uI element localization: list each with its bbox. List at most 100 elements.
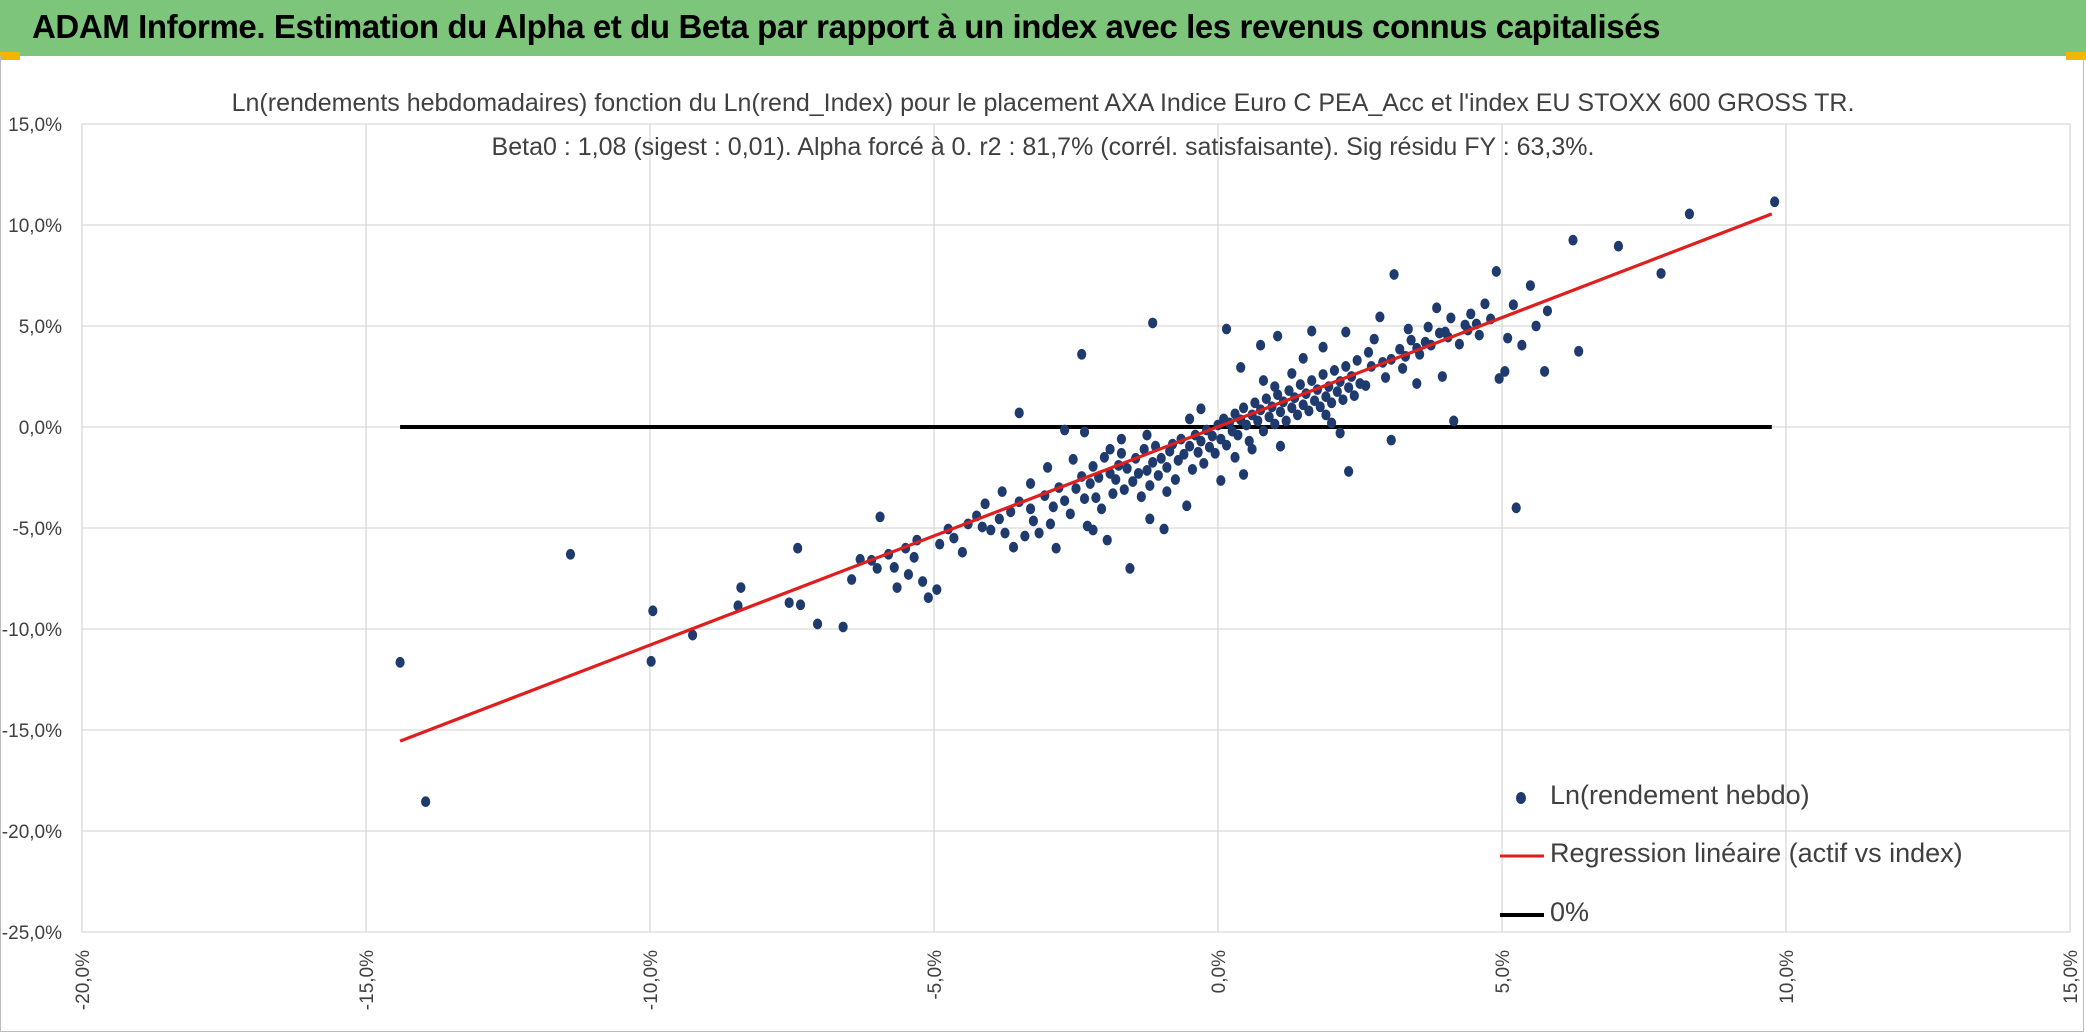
data-point xyxy=(1128,476,1138,487)
y-tick-label: -5,0% xyxy=(12,519,62,540)
y-axis-ticks: 15,0% 10,0% 5,0% 0,0% -5,0% -10,0% -15,0% -20,0… xyxy=(2,115,62,944)
x-axis-ticks: -20,0% -15,0% -10,0% -5,0% 0,0% 5,0% 10,0% 15,0… xyxy=(73,950,2082,1010)
data-point xyxy=(1361,380,1371,391)
data-point xyxy=(1380,372,1391,383)
data-point xyxy=(903,569,914,580)
data-point xyxy=(1540,366,1550,377)
data-point xyxy=(812,618,823,630)
data-point xyxy=(1244,435,1254,447)
y-tick-label: -15,0% xyxy=(2,721,62,742)
y-tick-label: 10,0% xyxy=(8,216,62,237)
data-point xyxy=(1369,333,1379,345)
data-point xyxy=(1179,448,1189,460)
data-point xyxy=(1338,394,1348,406)
y-tick-label: -10,0% xyxy=(2,620,62,641)
data-point xyxy=(1395,343,1405,355)
data-point xyxy=(872,563,882,574)
data-point xyxy=(957,546,968,558)
data-point xyxy=(736,582,746,593)
data-point xyxy=(1048,501,1058,513)
data-point xyxy=(1065,508,1075,520)
data-point xyxy=(1241,419,1251,431)
data-point xyxy=(1116,447,1127,459)
data-point xyxy=(875,511,885,523)
data-point xyxy=(1273,389,1283,401)
data-point xyxy=(1275,440,1286,452)
data-point xyxy=(847,574,857,585)
data-point xyxy=(1136,491,1146,503)
data-point xyxy=(1236,362,1246,373)
x-tick-label: -5,0% xyxy=(925,950,946,1000)
data-point xyxy=(1568,234,1578,246)
data-point xyxy=(1304,405,1314,417)
y-tick-label: 0,0% xyxy=(19,418,62,439)
x-tick-label: -10,0% xyxy=(641,950,662,1010)
data-point xyxy=(1034,527,1044,539)
data-point xyxy=(1051,542,1061,554)
data-point xyxy=(1193,446,1203,458)
data-point xyxy=(1216,475,1226,486)
data-point xyxy=(1199,457,1209,469)
chart-frame xyxy=(0,56,2084,1032)
chart-subtitle: Beta0 : 1,08 (sigest : 0,01). Alpha forc… xyxy=(491,133,1595,161)
data-point xyxy=(949,532,959,544)
data-point xyxy=(1437,371,1447,382)
data-point xyxy=(1250,397,1260,409)
data-point xyxy=(1684,208,1695,220)
data-point xyxy=(1079,426,1090,438)
data-point xyxy=(1531,320,1541,332)
data-point xyxy=(892,582,902,593)
data-point xyxy=(688,629,698,641)
data-point xyxy=(1511,502,1521,514)
x-tick-label: 0,0% xyxy=(1209,950,1230,993)
data-point xyxy=(980,498,990,510)
data-point xyxy=(1253,415,1263,427)
data-point xyxy=(1145,480,1155,491)
data-point xyxy=(1329,365,1340,376)
data-point xyxy=(1318,369,1328,380)
data-point xyxy=(1060,495,1070,507)
data-point xyxy=(1025,478,1036,489)
data-point xyxy=(1238,469,1249,480)
data-point xyxy=(1403,323,1413,335)
data-point xyxy=(1332,386,1342,398)
data-point xyxy=(1432,302,1442,314)
data-point xyxy=(1071,483,1081,495)
data-point xyxy=(1327,397,1337,409)
data-point xyxy=(977,521,987,533)
data-point xyxy=(1517,339,1527,351)
data-point xyxy=(1335,427,1345,439)
data-point xyxy=(1196,435,1206,447)
data-point xyxy=(1148,456,1158,468)
data-point xyxy=(1307,375,1317,386)
data-point xyxy=(1295,379,1305,390)
data-point xyxy=(1099,451,1109,463)
y-tick-label: -25,0% xyxy=(2,923,62,944)
data-point xyxy=(909,551,919,563)
data-point xyxy=(1159,523,1169,535)
data-point xyxy=(1375,311,1385,323)
data-point xyxy=(1085,478,1095,489)
data-point xyxy=(997,486,1007,498)
data-point xyxy=(1111,474,1121,485)
data-point xyxy=(1270,418,1280,430)
corner-marker-right xyxy=(2066,52,2086,60)
data-point xyxy=(1656,268,1666,279)
data-point xyxy=(1491,266,1501,277)
data-point xyxy=(1139,443,1149,455)
data-point xyxy=(1446,312,1456,324)
data-point xyxy=(1503,332,1513,344)
data-point xyxy=(395,656,405,668)
data-point xyxy=(1542,305,1553,317)
data-point xyxy=(1321,409,1331,421)
data-point xyxy=(1307,325,1317,337)
data-point xyxy=(994,513,1004,525)
data-point xyxy=(1045,518,1056,530)
data-point xyxy=(565,548,576,560)
data-point xyxy=(1043,462,1053,473)
data-point xyxy=(1108,488,1118,500)
data-point xyxy=(1182,500,1192,512)
data-point xyxy=(1096,503,1107,515)
data-point xyxy=(1162,486,1172,498)
